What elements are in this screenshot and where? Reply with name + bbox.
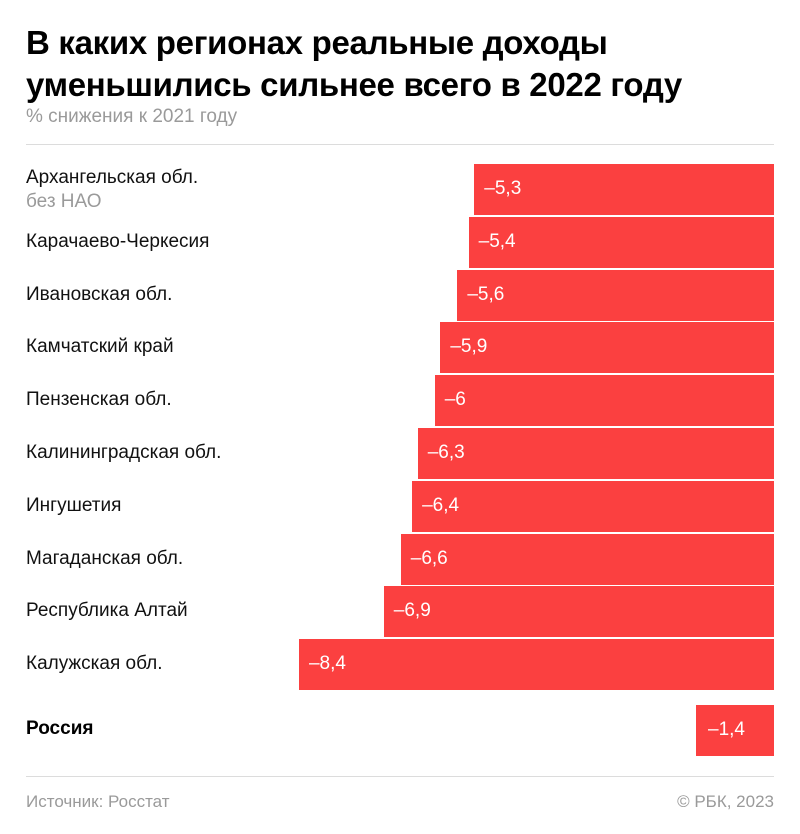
bar	[468, 216, 774, 268]
category-label: Магаданская обл.	[26, 547, 183, 571]
chart-subtitle: % снижения к 2021 году	[26, 106, 238, 127]
bar-value-label: –6,4	[422, 494, 460, 516]
category-label-text: Карачаево-Черкесия	[26, 230, 210, 252]
summary-bar	[696, 705, 774, 756]
bar	[440, 322, 774, 374]
bar	[434, 375, 774, 427]
category-label: Ингушетия	[26, 494, 121, 518]
bar	[417, 428, 774, 479]
category-label: Карачаево-Черкесия	[26, 230, 209, 254]
category-label: Пензенская обл.	[26, 388, 172, 412]
chart-title-line-2: уменьшились сильнее всего в 2022 году	[26, 66, 682, 103]
category-label: Камчатский край	[26, 335, 174, 359]
bar	[457, 269, 774, 321]
bar-value-label: –6,3	[427, 442, 465, 463]
category-label-text: Ингушетия	[26, 494, 122, 516]
bar-value-label: –6,6	[410, 547, 448, 569]
bar	[400, 533, 774, 585]
category-label-text: Магаданская обл.	[26, 547, 184, 569]
bar-value-label: –5,4	[478, 230, 516, 252]
category-label-text: Калужская обл.	[26, 653, 163, 675]
bar	[383, 586, 774, 638]
category-label: Республика Алтай	[26, 599, 188, 623]
category-label-text: Калининградская обл.	[26, 442, 222, 463]
category-label-text: Пензенская обл.	[26, 389, 172, 411]
chart-title: В каких регионах реальные доходы уменьши…	[26, 22, 766, 106]
bar-value-label: –5,3	[484, 178, 522, 199]
category-label: Ивановская обл.	[26, 283, 172, 307]
category-label: Калужская обл.	[26, 652, 162, 676]
bar	[412, 480, 774, 532]
category-label-text: Камчатский край	[26, 336, 174, 358]
category-label-text: Ивановская обл.	[26, 283, 173, 305]
source-note: Источник: Росстат	[26, 792, 170, 811]
bottom-divider	[26, 776, 774, 777]
category-label: Калининградская обл.	[26, 441, 221, 465]
category-label: Архангельская обл. без НАО	[26, 166, 198, 214]
summary-value-label: –1,4	[708, 719, 745, 740]
bar-value-label: –6,9	[393, 600, 431, 622]
category-sublabel: без НАО	[26, 191, 102, 212]
chart-title-line-1: В каких регионах реальные доходы	[26, 24, 608, 61]
copyright-note: © РБК, 2023	[677, 792, 774, 811]
bar-value-label: –8,4	[308, 653, 346, 675]
bar	[298, 639, 774, 691]
bar	[474, 164, 774, 215]
bar-value-label: –5,6	[467, 283, 505, 305]
bar-value-label: –5,9	[450, 336, 488, 358]
category-label-text: Архангельская обл.	[26, 167, 199, 188]
summary-label: Россия	[26, 718, 94, 739]
category-label-text: Республика Алтай	[26, 600, 188, 622]
bar-value-label: –6	[444, 389, 466, 411]
top-divider	[26, 144, 774, 145]
